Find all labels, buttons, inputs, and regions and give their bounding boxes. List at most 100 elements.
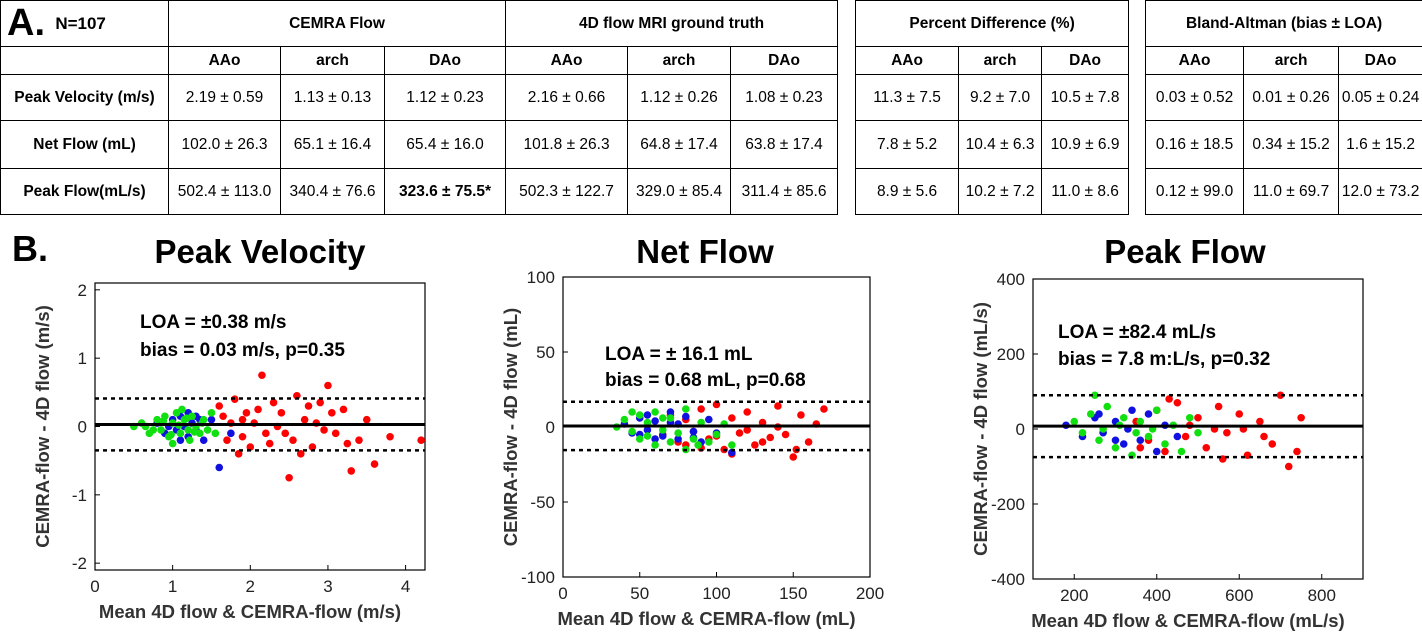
data-point [1095,410,1103,418]
results-table: A. N=107 CEMRA Flow 4D flow MRI ground t… [0,0,1422,215]
data-point [1152,406,1161,415]
data-point [1173,398,1182,407]
data-point [1111,443,1120,452]
data-point [258,371,266,380]
table-corner: A. N=107 [0,0,169,47]
data-point [304,402,313,410]
data-point [1177,447,1186,456]
column-gap [1128,0,1147,47]
data-point [1194,428,1202,437]
y-tick-label: -400 [991,570,1025,589]
data-point [211,429,220,438]
data-point [1136,436,1145,445]
data-point [1103,402,1112,411]
chart-title: Net Flow [636,233,774,270]
data-point [705,415,713,424]
data-point [1078,428,1087,437]
data-point [643,418,652,427]
subheader-dao: DAo [730,46,839,75]
data-point [308,443,317,451]
table-cell: 1.13 ± 0.13 [280,74,385,121]
subheader-aao: AAo [168,46,281,75]
table-cell: 11.0 ± 8.6 [1041,168,1130,215]
data-point [238,415,247,424]
data-point [635,411,644,419]
row-label: Net Flow (mL) [0,120,169,169]
chart-title: Peak Velocity [155,233,367,270]
data-point [168,439,177,448]
y-tick-label: 0 [546,418,555,437]
subheader-arch: arch [280,46,385,75]
y-tick-label: -200 [991,495,1025,514]
data-point [203,426,212,434]
data-point [182,414,191,423]
data-point [1144,410,1153,418]
data-point [178,405,186,414]
column-gap [1128,74,1147,121]
data-point [324,381,332,390]
table-cell: 1.12 ± 0.26 [627,74,732,121]
data-point [1223,428,1231,437]
table-cell: 311.4 ± 85.6 [730,168,839,215]
data-point [207,415,216,424]
y-axis-label: CEMRA-flow - 4D flow (m/s) [32,305,53,548]
table-cell: 340.4 ± 76.6 [280,168,385,215]
data-point [207,409,216,417]
data-point [789,453,798,461]
annotation-text: LOA = ±0.38 m/s [140,312,286,333]
data-point [1128,406,1136,415]
data-point [643,432,652,440]
x-tick-label: 0 [90,577,99,596]
subheader-empty [0,46,169,75]
y-tick-label: 0 [78,418,87,437]
table-cell: 102.0 ± 26.3 [168,120,281,169]
data-point [316,398,324,407]
data-point [328,409,336,417]
data-point [149,426,158,434]
table-cell: 0.34 ± 15.2 [1243,120,1340,169]
row-label: Peak Velocity (m/s) [0,74,169,121]
table-cell: 0.05 ± 0.24 [1338,74,1422,121]
data-point [689,435,698,443]
data-point [167,430,175,439]
column-gap [1128,168,1147,215]
data-point [320,426,328,434]
data-point [254,405,262,414]
data-point [277,409,286,417]
annotation-text: LOA = ± 16.1 mL [605,344,753,365]
x-tick-label: 50 [630,584,649,603]
table-cell: 329.0 ± 85.4 [627,168,732,215]
table-cell: 10.4 ± 6.3 [958,120,1043,169]
subheader-arch: arch [958,46,1043,75]
row-label: Peak Flow(mL/s) [0,168,169,215]
table-row: Peak Flow(mL/s) 502.4 ± 113.0 340.4 ± 76.6… [0,168,1422,215]
column-gap [837,46,857,75]
data-point [1119,440,1128,448]
data-point [176,436,185,444]
table-cell: 65.4 ± 16.0 [383,120,507,169]
chart-peak-velocity: Peak Velocity 0 1 2 3 4 -2 -1 0 1 2 Mean 4D flow & … [32,233,426,622]
subheader-arch: arch [627,46,732,75]
table-cell: 11.0 ± 69.7 [1243,168,1340,215]
x-tick-label: 150 [779,584,807,603]
data-point [743,408,751,416]
column-gap [837,168,857,215]
x-tick-label: 2 [246,577,255,596]
data-point [1256,417,1264,426]
subheader-aao: AAo [1145,46,1245,75]
data-point [651,441,659,449]
data-point [190,428,199,436]
y-tick-label: 400 [997,270,1025,289]
data-point [774,402,782,410]
data-point [1181,432,1190,441]
data-point [1293,447,1301,456]
table-row: Net Flow (mL) 102.0 ± 26.3 65.1 ± 16.4 65.4… [0,120,1422,169]
data-point [674,435,682,443]
x-tick-label: 200 [1060,586,1088,605]
data-point [159,417,168,425]
table-cell: 11.3 ± 7.5 [855,74,960,121]
chart-peak-flow: Peak Flow 200 400 600 800 -400 -200 0 200 400 Mean… [970,233,1364,631]
data-point [1235,410,1244,418]
data-point [697,418,705,427]
panel-a-letter: A. [7,2,45,44]
